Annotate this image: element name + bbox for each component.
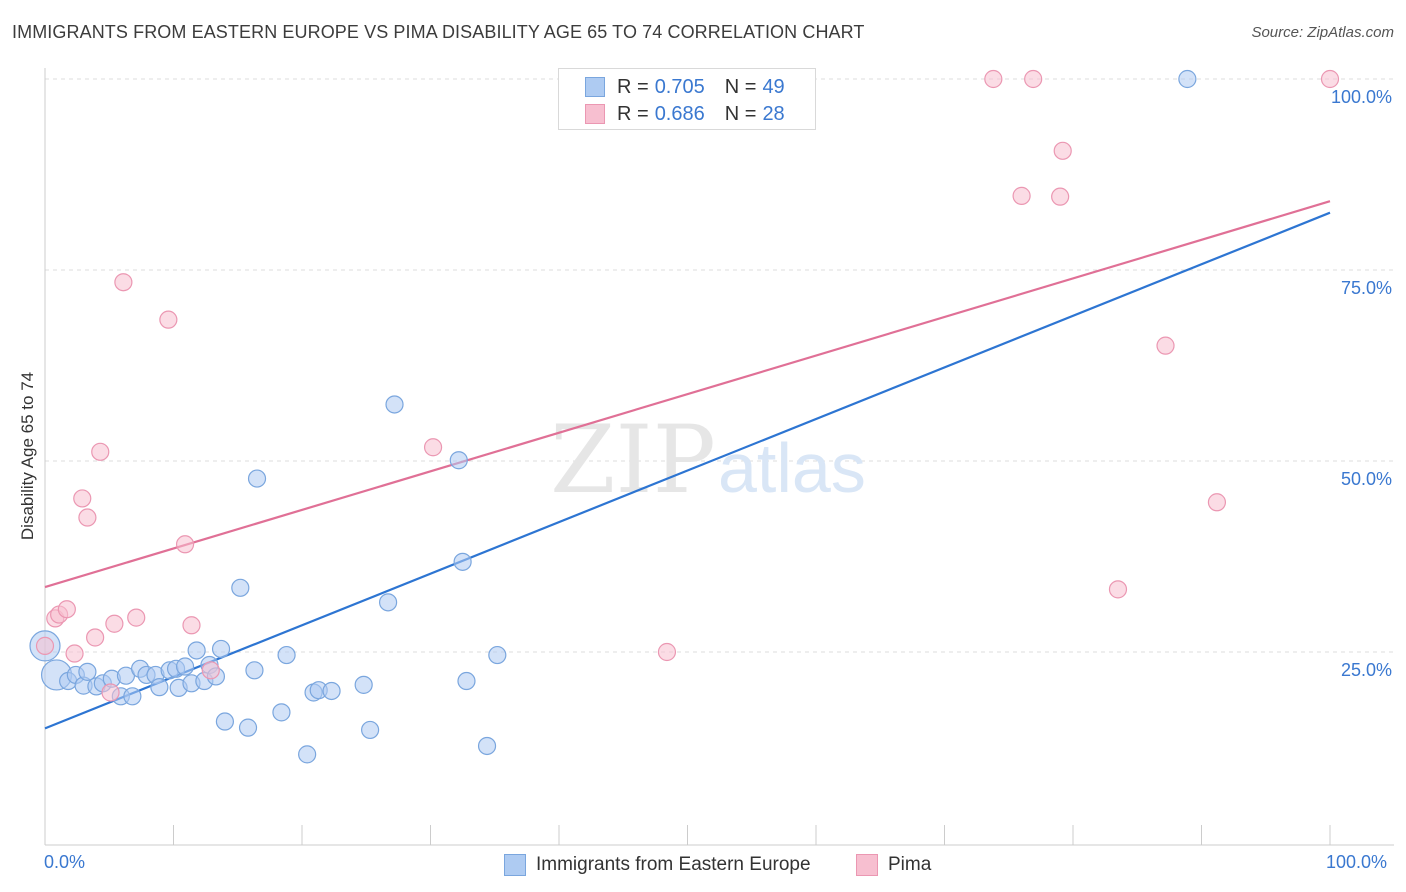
point-pima [127, 608, 146, 627]
point-pima [657, 642, 677, 662]
series-legend: Immigrants from Eastern Europe Pima [0, 852, 1406, 878]
chart-title: IMMIGRANTS FROM EASTERN EUROPE VS PIMA D… [12, 22, 865, 42]
point-eastern-europe [378, 593, 398, 612]
r-label: R = [617, 102, 649, 125]
point-eastern-europe [231, 578, 250, 597]
y-axis-label: Disability Age 65 to 74 [18, 371, 37, 541]
point-pima [159, 310, 178, 329]
blue-swatch [504, 854, 526, 876]
legend-label: Pima [888, 854, 932, 875]
trend-line-pima [44, 200, 1331, 589]
point-pima [1053, 141, 1072, 160]
y-tick-label: 25.0% [1340, 660, 1392, 680]
point-pima [65, 644, 84, 663]
point-eastern-europe [1178, 69, 1197, 89]
n-label: N = [724, 75, 757, 98]
point-pima [182, 616, 201, 635]
point-pima [1051, 187, 1070, 206]
point-pima [91, 442, 110, 461]
x-tick-label: 0.0% [44, 852, 86, 872]
n-value: 28 [762, 102, 785, 125]
point-pima [1320, 69, 1340, 89]
y-tick-label: 75.0% [1340, 278, 1392, 298]
grid-lines [45, 78, 1394, 653]
y-tick-label: 50.0% [1340, 469, 1392, 489]
point-pima [35, 636, 55, 655]
point-eastern-europe [457, 671, 476, 691]
point-pima [101, 683, 120, 702]
point-pima [114, 273, 133, 292]
point-pima [57, 600, 76, 619]
correlation-legend: R = 0.705 N = 49 R = 0.686 N = 28 [558, 68, 816, 130]
point-eastern-europe [78, 662, 97, 681]
point-eastern-europe [449, 451, 468, 470]
r-value: 0.705 [654, 75, 705, 98]
point-eastern-europe [354, 675, 373, 694]
point-eastern-europe [322, 681, 341, 701]
pink-swatch [585, 104, 605, 124]
point-pima [1012, 186, 1031, 205]
y-tick-label: 100.0% [1330, 87, 1392, 107]
point-pima [1024, 69, 1043, 89]
point-eastern-europe [175, 657, 195, 676]
r-label: R = [617, 75, 649, 98]
point-eastern-europe [298, 745, 317, 764]
point-eastern-europe [245, 661, 264, 680]
point-eastern-europe [150, 678, 169, 697]
trend-lines [44, 200, 1331, 730]
n-value: 49 [762, 75, 785, 98]
point-eastern-europe [385, 395, 404, 414]
point-eastern-europe [215, 712, 234, 731]
data-points [29, 69, 1340, 764]
pink-swatch [856, 854, 878, 876]
watermark-atlas: atlas [718, 429, 866, 507]
point-eastern-europe [123, 687, 142, 706]
point-eastern-europe [187, 641, 206, 660]
point-pima [73, 489, 92, 508]
axes [44, 68, 1394, 846]
point-pima [1207, 493, 1227, 512]
legend-row-blue: R = 0.705 N = 49 [585, 75, 785, 99]
point-eastern-europe [272, 703, 291, 722]
source-label: Source: ZipAtlas.com [1251, 24, 1394, 41]
point-pima [175, 535, 195, 554]
point-pima [78, 508, 97, 527]
point-eastern-europe [277, 645, 296, 665]
r-value: 0.686 [654, 102, 705, 125]
point-eastern-europe [238, 718, 258, 737]
point-pima [201, 661, 220, 680]
point-eastern-europe [453, 552, 472, 571]
legend-item-pima[interactable]: Pima [856, 852, 931, 878]
x-tick-label: 100.0% [1326, 852, 1388, 872]
point-pima [105, 614, 124, 633]
legend-item-eastern-europe[interactable]: Immigrants from Eastern Europe [504, 852, 811, 878]
point-eastern-europe [211, 639, 231, 659]
trend-line-eastern-europe [44, 211, 1331, 730]
legend-row-pink: R = 0.686 N = 28 [585, 102, 785, 126]
point-eastern-europe [361, 720, 380, 740]
point-eastern-europe [477, 736, 497, 756]
n-label: N = [724, 102, 757, 125]
point-pima [1156, 336, 1175, 355]
point-pima [86, 628, 105, 647]
blue-swatch [585, 77, 605, 97]
point-pima [423, 438, 443, 457]
point-eastern-europe [247, 469, 267, 488]
point-pima [984, 69, 1003, 89]
point-pima [1108, 580, 1128, 599]
legend-label: Immigrants from Eastern Europe [536, 854, 811, 875]
watermark-zip: ZIP [550, 406, 716, 515]
point-eastern-europe [488, 645, 507, 665]
